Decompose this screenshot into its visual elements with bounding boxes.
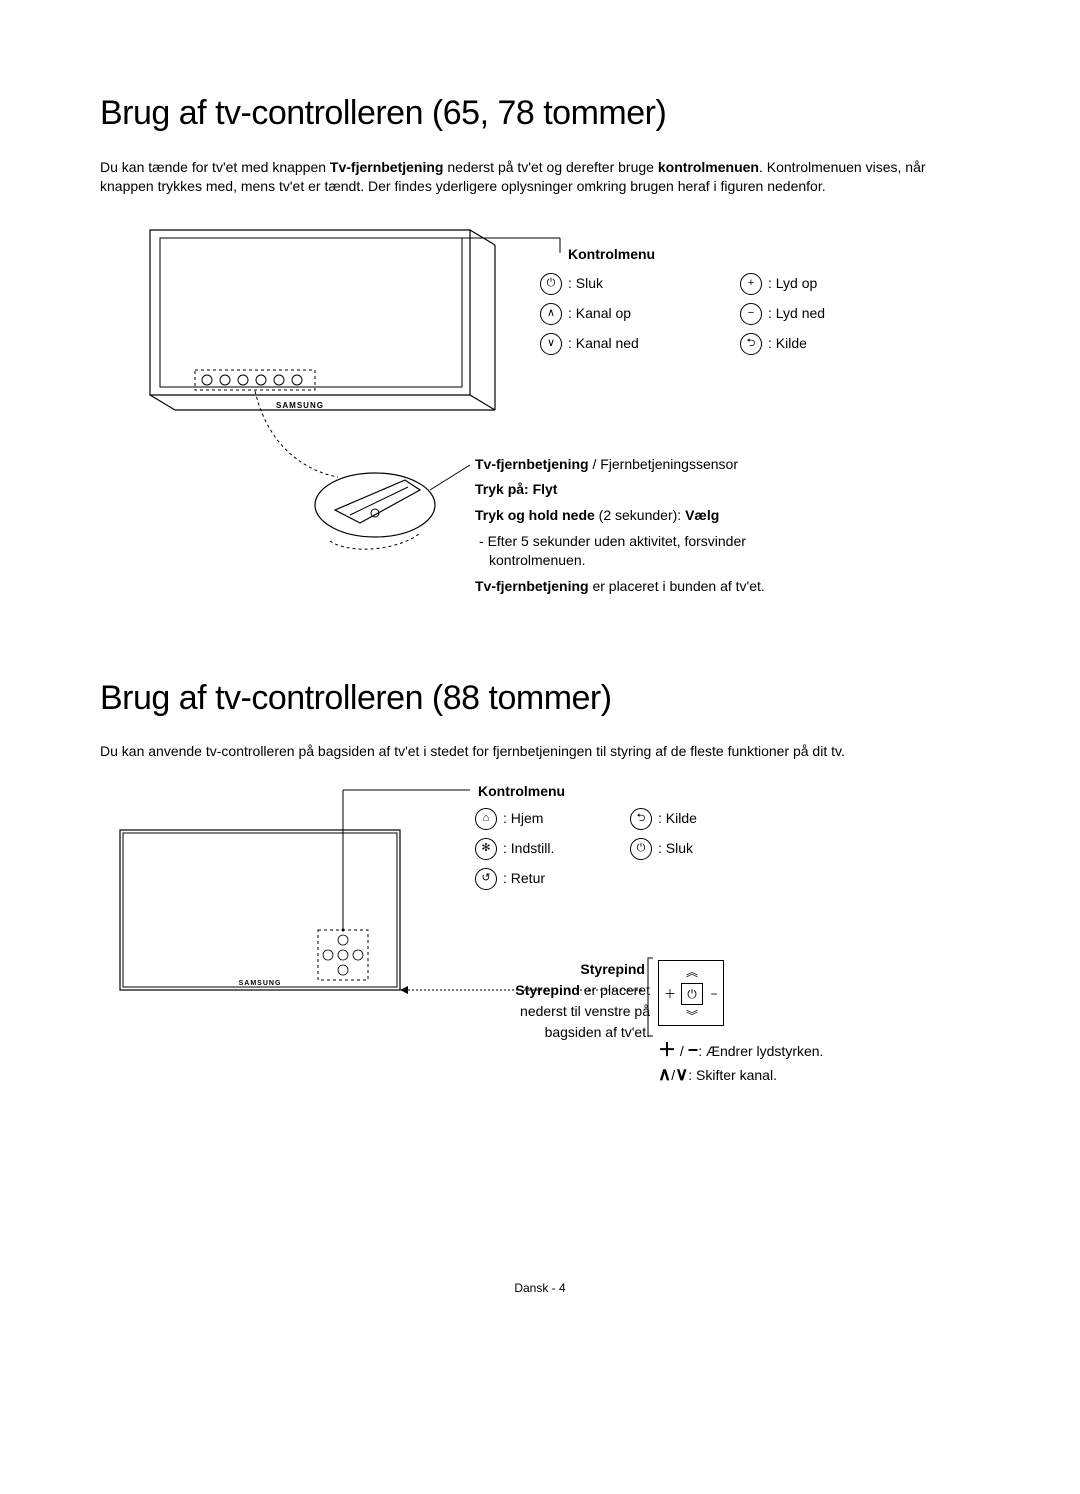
menu-item-kanalop: ∧ : Kanal op xyxy=(540,303,639,325)
section2-title: Brug af tv-controlleren (88 tommer) xyxy=(100,675,980,723)
menu-text: : Hjem xyxy=(503,809,543,829)
menu2-indstill: ✻ : Indstill. xyxy=(475,838,554,860)
svg-text:SAMSUNG: SAMSUNG xyxy=(276,401,324,410)
info-line-2: Tryk på: Flyt xyxy=(475,480,795,500)
menu-item-kanalned: ∨ : Kanal ned xyxy=(540,333,639,355)
minus-large-icon: − xyxy=(688,1040,699,1060)
menu-item-lydned: −: Lyd ned xyxy=(740,303,825,325)
menu2-kilde: ⮌ : Kilde xyxy=(630,808,697,830)
menu-text: : Kilde xyxy=(658,809,697,829)
down-icon: ∨ xyxy=(540,333,562,355)
joy-bold: Styrepind xyxy=(515,982,580,998)
power-icon: ⏻ xyxy=(630,838,652,860)
menu-text: : Sluk xyxy=(568,274,603,294)
channel-legend: ∧/∨: Skifter kanal. xyxy=(658,1062,777,1087)
info4-text: Efter 5 sekunder uden aktivitet, forsvin… xyxy=(488,533,746,569)
joystick-diagram: ︽ ＋ ⏻ − ︾ xyxy=(658,960,724,1026)
info-line-1: Tv-fjernbetjening / Fjernbetjeningssenso… xyxy=(475,455,795,475)
info-line-4: - Efter 5 sekunder uden aktivitet, forsv… xyxy=(475,532,795,571)
vol-text: : Ændrer lydstyrken. xyxy=(698,1043,823,1059)
info3-bold2: Vælg xyxy=(685,507,719,523)
menu-text: : Indstill. xyxy=(503,839,554,859)
info5-bold: Tv-fjernbetjening xyxy=(475,578,589,594)
kontrolmenu-label-2: Kontrolmenu xyxy=(478,782,565,802)
joy-up-icon: ︽ xyxy=(681,961,703,983)
volume-legend: ＋ / −: Ændrer lydstyrken. xyxy=(658,1038,823,1063)
menu-text: : Kanal ned xyxy=(568,334,639,354)
figure-1: SAMSUNG Kontrolmenu ⏻ : Sluk ∧ : Kanal op … xyxy=(100,215,980,635)
info1-bold: Tv-fjernbetjening xyxy=(475,456,589,472)
up-large-icon: ∧ xyxy=(658,1064,671,1084)
kontrolmenu-label: Kontrolmenu xyxy=(568,245,655,265)
menu-text: : Kanal op xyxy=(568,304,631,324)
source-icon: ⮌ xyxy=(740,333,762,355)
info-line-3: Tryk og hold nede (2 sekunder): Vælg xyxy=(475,506,795,526)
menu-text: : Retur xyxy=(503,869,545,889)
ch-text: : Skifter kanal. xyxy=(688,1067,777,1083)
menu-item-sluk: ⏻ : Sluk xyxy=(540,273,639,295)
figure-2: SAMSUNG Kontrolmenu ⌂ : Hjem ✻ : Indstill.… xyxy=(100,780,980,1120)
menu2-sluk: ⏻ : Sluk xyxy=(630,838,697,860)
section2-intro: Du kan anvende tv-controlleren på bagsid… xyxy=(100,742,980,762)
intro-text: Du kan tænde for tv'et med knappen xyxy=(100,159,330,175)
svg-text:SAMSUNG: SAMSUNG xyxy=(239,980,282,987)
section1-title: Brug af tv-controlleren (65, 78 tommer) xyxy=(100,90,980,138)
intro-bold1: Tv-fjernbetjening xyxy=(330,159,444,175)
info3-mid: (2 sekunder): xyxy=(595,507,685,523)
down-large-icon: ∨ xyxy=(675,1064,688,1084)
settings-icon: ✻ xyxy=(475,838,497,860)
page-footer: Dansk - 4 xyxy=(100,1280,980,1297)
info1-rest: / Fjernbetjeningssensor xyxy=(589,456,738,472)
styrepind-title: Styrepind xyxy=(580,960,645,980)
intro-mid: nederst på tv'et og derefter bruge xyxy=(443,159,657,175)
plus-icon: + xyxy=(740,273,762,295)
home-icon: ⌂ xyxy=(475,808,497,830)
menu-text: : Lyd op xyxy=(768,274,817,294)
menu2-hjem: ⌂ : Hjem xyxy=(475,808,554,830)
menu-col-left: ⏻ : Sluk ∧ : Kanal op ∨ : Kanal ned xyxy=(540,273,639,363)
joy-center-icon: ⏻ xyxy=(681,983,703,1005)
up-icon: ∧ xyxy=(540,303,562,325)
menu2-col-left: ⌂ : Hjem ✻ : Indstill. ↺ : Retur xyxy=(475,808,554,898)
joy-down-icon: ︾ xyxy=(681,1005,703,1027)
menu2-col-right: ⮌ : Kilde ⏻ : Sluk xyxy=(630,808,697,868)
intro-bold2: kontrolmenuen xyxy=(658,159,759,175)
menu-item-lydop: + : Lyd op xyxy=(740,273,825,295)
menu-text: : Sluk xyxy=(658,839,693,859)
menu2-retur: ↺ : Retur xyxy=(475,868,554,890)
menu-text: : Lyd ned xyxy=(768,304,825,324)
info-line-5: Tv-fjernbetjening er placeret i bunden a… xyxy=(475,577,795,597)
styrepind-text: Styrepind er placeret nederst til venstr… xyxy=(470,980,650,1043)
section1-intro: Du kan tænde for tv'et med knappen Tv-fj… xyxy=(100,158,980,197)
info5-rest: er placeret i bunden af tv'et. xyxy=(589,578,765,594)
return-icon: ↺ xyxy=(475,868,497,890)
joy-right-icon: − xyxy=(703,983,725,1005)
plus-large-icon: ＋ xyxy=(658,1040,676,1060)
minus-icon: − xyxy=(740,303,762,325)
source-icon: ⮌ xyxy=(630,808,652,830)
info-block: Tv-fjernbetjening / Fjernbetjeningssenso… xyxy=(475,455,795,603)
menu-col-right: + : Lyd op −: Lyd ned ⮌ : Kilde xyxy=(740,273,825,363)
menu-item-kilde: ⮌ : Kilde xyxy=(740,333,825,355)
menu-text: : Kilde xyxy=(768,334,807,354)
info3-pre: Tryk og hold nede xyxy=(475,507,595,523)
joy-left-icon: ＋ xyxy=(659,983,681,1005)
power-icon: ⏻ xyxy=(540,273,562,295)
